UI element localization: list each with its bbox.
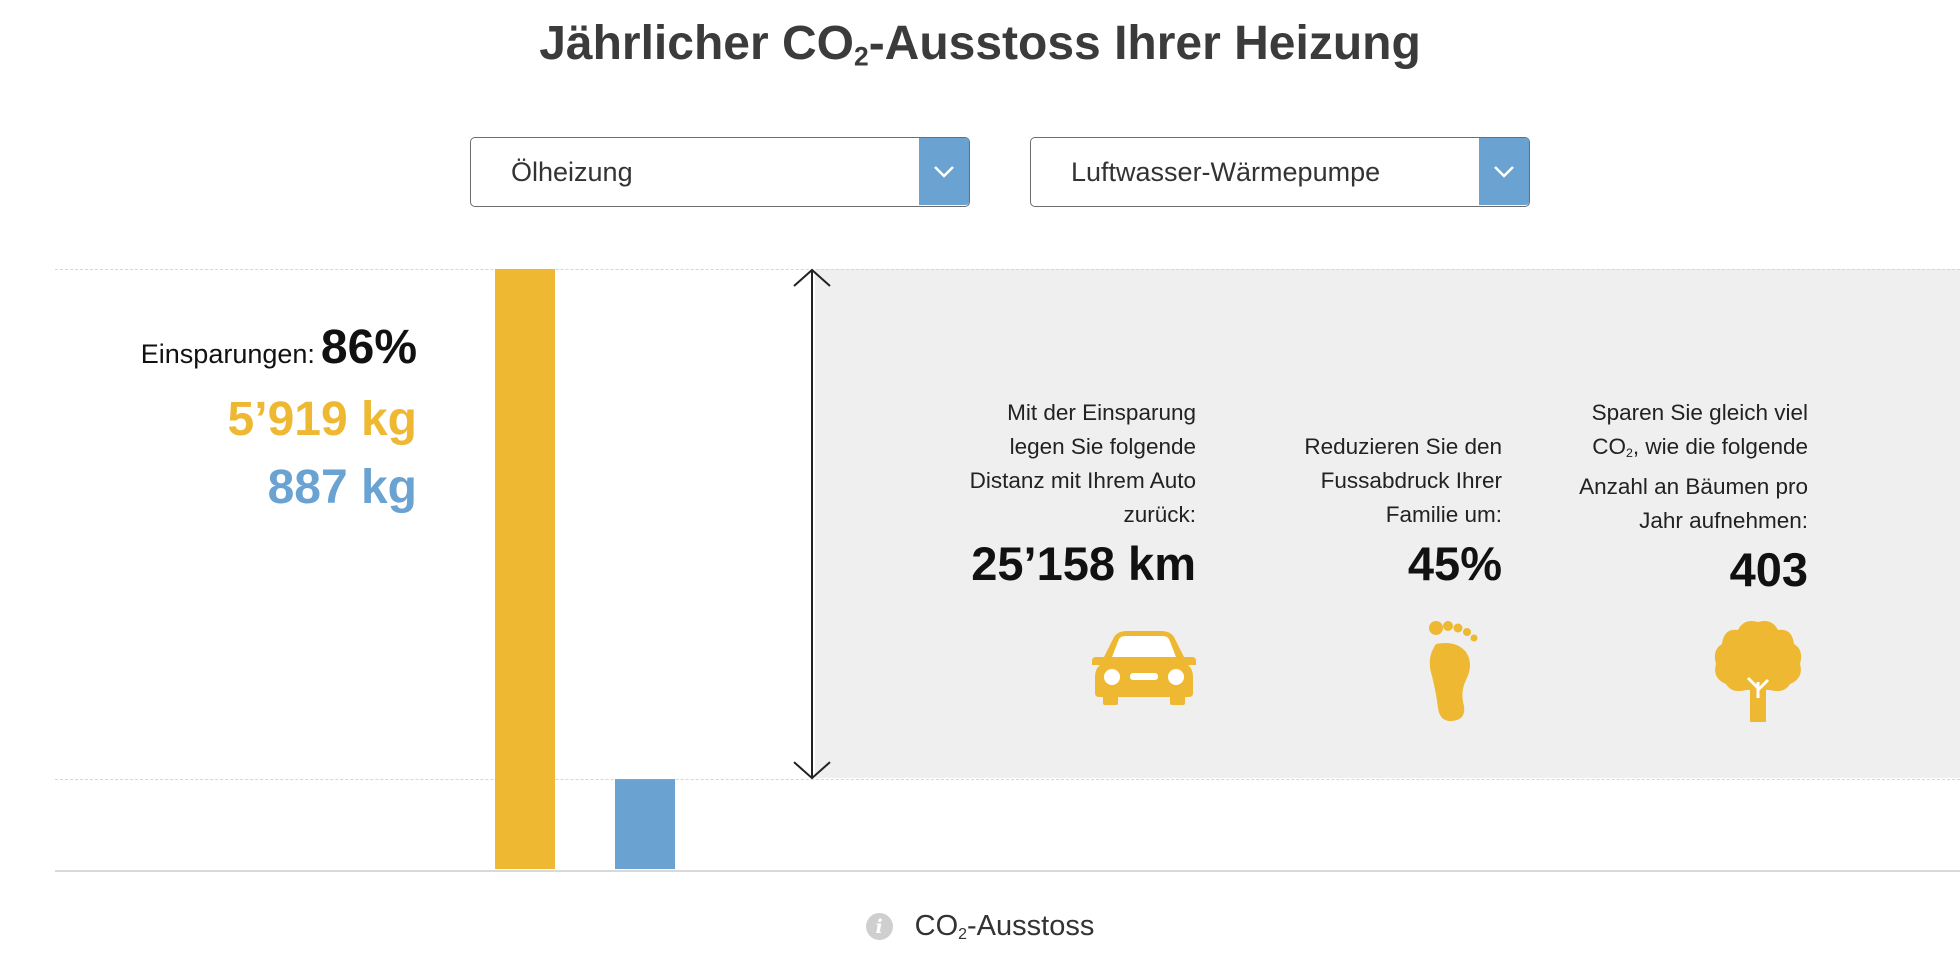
stat-trees: Sparen Sie gleich viel CO2, wie die folg… (1548, 396, 1808, 722)
tree-icon (1712, 618, 1804, 727)
gridline-alternative (55, 779, 1960, 781)
chevron-down-icon[interactable] (1479, 138, 1529, 205)
bar-alternative-heating (615, 779, 675, 869)
stat-footprint-text: Reduzieren Sie den Fussabdruck Ihrer Fam… (1304, 434, 1502, 527)
stat-trees-value: 403 (1729, 543, 1808, 597)
current-heating-value: Ölheizung (511, 157, 633, 187)
current-heating-select[interactable]: Ölheizung (470, 137, 970, 207)
alternative-heating-select[interactable]: Luftwasser-Wärmepumpe (1030, 137, 1530, 207)
stat-car-text: Mit der Einsparung legen Sie folgende Di… (969, 400, 1196, 527)
stat-car-value: 25’158 km (971, 537, 1196, 590)
alternative-emission-value: 887 kg (267, 461, 417, 514)
chart-legend: i CO2-Ausstoss (0, 910, 1960, 944)
stat-car-distance: Mit der Einsparung legen Sie folgende Di… (936, 396, 1196, 705)
savings-summary: Einsparungen: 86% (141, 320, 417, 375)
page-title: Jährlicher CO2-Ausstoss Ihrer Heizung (539, 17, 1421, 72)
stat-trees-text: Sparen Sie gleich viel CO2, wie die folg… (1579, 400, 1808, 534)
info-icon[interactable]: i (865, 913, 893, 941)
stat-footprint-value: 45% (1407, 537, 1502, 590)
comparison-panel (815, 269, 1960, 778)
current-emission-value: 5’919 kg (227, 393, 417, 446)
stat-footprint: Reduzieren Sie den Fussabdruck Ihrer Fam… (1242, 396, 1502, 722)
alternative-heating-value: Luftwasser-Wärmepumpe (1071, 157, 1381, 187)
legend-label: CO2-Ausstoss (914, 910, 1095, 943)
footprint-icon (1426, 618, 1482, 727)
savings-label: Einsparungen: (140, 339, 315, 369)
gridline-top (55, 269, 1960, 270)
savings-value: 86% (320, 321, 417, 374)
chart-baseline (55, 870, 1960, 872)
car-icon (1092, 631, 1196, 710)
chevron-down-icon[interactable] (919, 138, 969, 205)
